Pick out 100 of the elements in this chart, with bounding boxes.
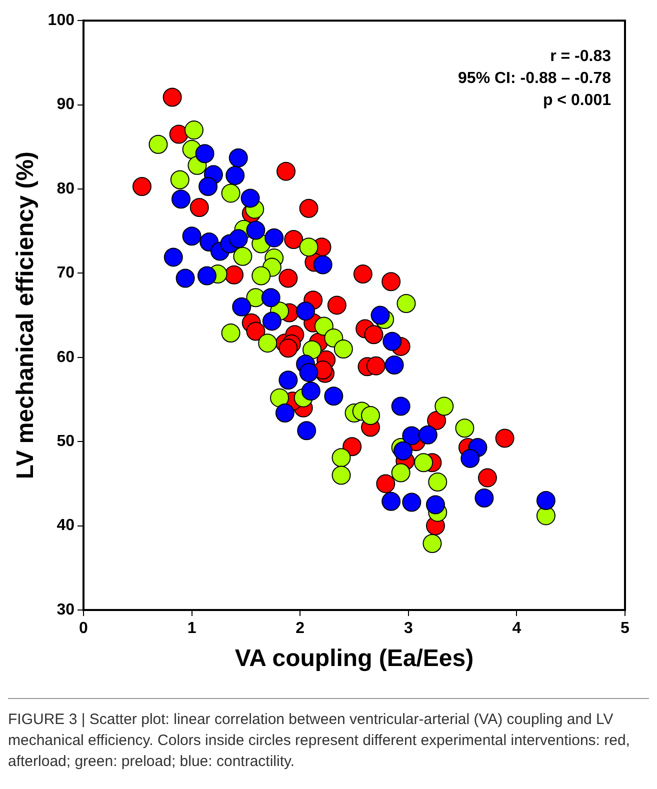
point: [221, 184, 240, 203]
point: [396, 294, 416, 314]
point: [478, 468, 497, 488]
point: [297, 421, 316, 440]
point: [393, 441, 412, 460]
point: [313, 255, 332, 274]
caption: FIGURE 3 | Scatter plot: linear correlation between ventricular-arterial (VA) coupling and LV mechanical efficiency. Colors inside circles represent different experimental interventions: red, afterload; green: preload; blue: contractility.: [8, 698, 649, 772]
y-tick-label: 30: [56, 601, 75, 618]
point: [162, 88, 182, 107]
point: [474, 488, 494, 508]
y-axis-title: LV mechanical efficiency (%): [12, 151, 40, 480]
x-tick-label: 2: [296, 620, 305, 638]
point: [197, 266, 216, 286]
y-tick-label: 90: [56, 96, 75, 114]
point: [296, 302, 316, 321]
point: [366, 356, 386, 376]
y-tick-label: 80: [56, 180, 75, 198]
x-tick-label: 5: [620, 620, 630, 638]
y-tick-label: 40: [56, 517, 75, 534]
point: [262, 312, 282, 331]
point: [164, 248, 183, 267]
point: [391, 463, 410, 482]
point: [198, 176, 218, 196]
point: [278, 338, 298, 358]
point: [422, 534, 442, 553]
point: [228, 229, 248, 248]
point: [402, 492, 422, 512]
point: [460, 448, 480, 468]
x-tick-label: 0: [79, 620, 88, 638]
point: [360, 406, 380, 425]
y-tick-label: 60: [56, 348, 75, 366]
point: [226, 166, 245, 186]
point: [233, 246, 252, 266]
point: [314, 316, 334, 336]
point: [240, 188, 260, 208]
point: [536, 491, 556, 510]
point: [414, 453, 434, 472]
point: [495, 428, 514, 448]
x-tick-label: 1: [187, 620, 196, 638]
point: [228, 148, 248, 168]
annotation: 95% CI: -0.88 – -0.78: [458, 70, 612, 88]
point: [170, 170, 190, 190]
point: [327, 296, 346, 315]
point: [275, 403, 294, 422]
point: [382, 332, 402, 351]
point: [278, 268, 298, 288]
point: [246, 322, 266, 341]
point: [284, 230, 304, 250]
point: [270, 388, 290, 408]
point: [299, 198, 318, 218]
point: [246, 220, 266, 240]
point: [184, 120, 204, 140]
annotation: r = -0.83: [550, 48, 612, 66]
point: [132, 176, 152, 196]
x-tick-label: 3: [404, 620, 413, 638]
point: [169, 124, 188, 144]
point: [299, 238, 318, 257]
x-tick-label: 4: [512, 620, 522, 638]
point: [264, 228, 284, 248]
point: [332, 448, 351, 468]
point: [276, 162, 296, 181]
point: [418, 425, 438, 444]
point: [342, 437, 362, 456]
point: [232, 297, 252, 316]
point: [428, 472, 448, 492]
point: [426, 495, 445, 514]
point: [299, 363, 318, 382]
point: [536, 506, 556, 526]
point: [301, 382, 320, 401]
point: [370, 306, 390, 325]
point: [261, 288, 280, 308]
point: [353, 264, 372, 284]
point: [176, 268, 195, 288]
y-tick-label: 70: [56, 264, 75, 282]
point: [391, 396, 410, 416]
point: [224, 265, 244, 284]
point: [278, 370, 298, 390]
point: [221, 323, 240, 342]
y-tick-label: 50: [56, 433, 75, 450]
point: [195, 144, 214, 164]
point: [364, 325, 384, 344]
point: [324, 386, 344, 406]
point: [384, 355, 404, 374]
point: [148, 134, 168, 154]
point: [258, 334, 278, 353]
point: [376, 474, 396, 494]
point: [382, 492, 401, 511]
x-axis-title: VA coupling (Ea/Ees): [234, 645, 474, 672]
annotation: p < 0.001: [542, 92, 612, 110]
point: [182, 226, 202, 246]
point: [455, 418, 474, 438]
point: [252, 266, 271, 286]
point: [402, 426, 422, 446]
point: [171, 190, 190, 209]
y-tick-label: 100: [48, 12, 75, 30]
point: [190, 198, 209, 218]
point: [332, 466, 351, 485]
point: [434, 396, 454, 416]
point: [334, 339, 353, 358]
point: [302, 340, 322, 360]
